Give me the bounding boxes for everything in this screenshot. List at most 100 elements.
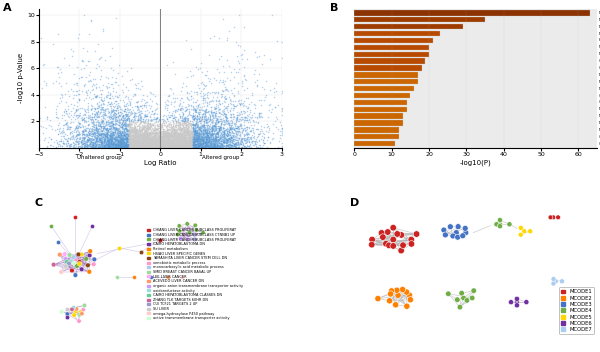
Point [169,137,178,142]
Point [137,145,146,150]
Point [116,144,125,150]
Point [140,123,149,128]
Point [137,127,146,133]
Point [232,125,242,131]
Point [112,131,121,137]
Point [103,80,112,86]
Point [122,136,132,141]
Point [170,144,179,150]
Point [139,140,149,145]
Point [115,144,125,150]
Point [101,139,111,145]
Point [125,131,135,137]
Point [185,130,194,136]
Point [83,144,93,149]
Point [73,122,82,127]
Point [181,137,191,143]
Point [112,142,122,147]
Point [141,114,151,119]
Point [173,144,183,150]
Point [74,318,84,324]
Point [182,141,191,147]
Point [163,138,173,144]
Point [199,142,208,147]
Point [133,143,143,148]
Point [153,141,163,147]
Point [187,144,197,150]
Point [110,103,120,109]
Point [181,130,191,136]
Point [238,142,247,147]
Point [182,113,191,119]
Point [198,128,208,133]
Point [124,145,133,150]
Point [175,133,185,138]
Point [210,114,220,120]
Point [127,133,136,138]
Point [166,145,176,150]
Point [224,143,233,149]
Point [152,126,161,132]
Point [157,133,166,139]
Point [205,145,215,151]
Point [167,144,177,150]
Point [157,144,167,150]
Point [123,136,133,141]
Point [143,128,152,134]
Point [188,144,197,149]
Point [167,144,176,150]
Point [212,117,221,123]
Point [177,137,187,143]
Point [158,143,168,149]
Point [182,142,191,148]
Point [149,140,158,145]
Point [183,143,193,149]
Point [173,136,183,141]
Point [112,111,121,117]
Point [163,143,172,149]
Point [190,136,200,142]
Point [113,133,123,139]
Point [170,144,179,149]
Point [120,126,130,132]
Point [202,124,212,130]
Point [128,136,138,142]
Point [115,142,124,147]
Point [202,72,211,77]
Point [152,144,161,150]
Point [165,135,175,141]
Point [145,126,155,132]
Point [123,142,133,147]
Point [241,125,250,131]
Point [143,139,153,145]
Point [108,133,118,138]
Point [143,139,152,144]
Point [127,135,136,140]
Point [97,128,107,134]
Point [203,138,212,144]
Point [209,144,219,150]
Point [118,122,128,128]
Point [140,111,150,117]
Point [201,117,211,123]
Point [205,139,215,145]
Point [175,138,185,144]
Point [172,134,182,140]
Point [200,126,210,132]
Point [205,132,215,137]
Point [124,122,134,128]
Point [232,137,241,143]
Point [103,142,112,147]
Point [193,131,202,136]
Point [118,142,128,148]
Point [159,130,169,135]
Point [170,140,179,146]
Point [169,141,178,147]
Point [151,139,161,145]
Point [134,137,144,143]
Point [146,140,155,146]
Point [87,142,97,148]
Point [153,144,163,150]
Point [187,121,196,127]
Point [137,128,147,133]
